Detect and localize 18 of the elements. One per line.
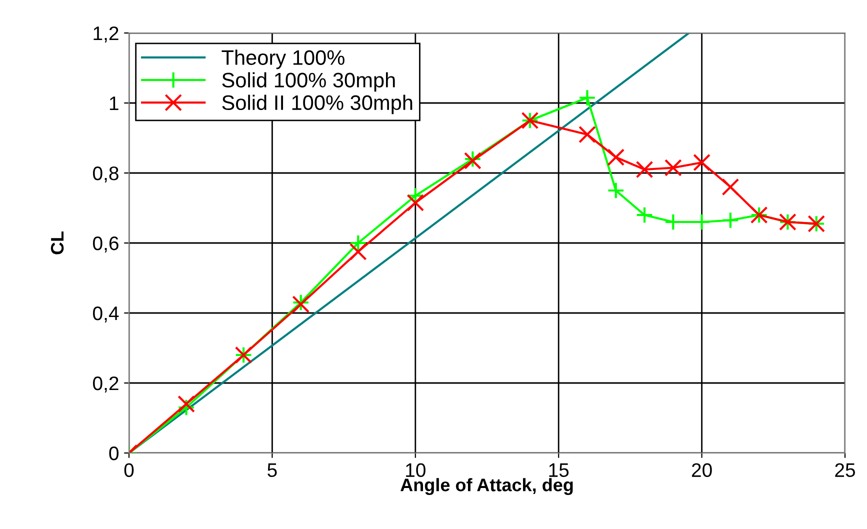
y-tick-label: 0,8: [93, 166, 118, 183]
x-tick-label: 25: [835, 463, 855, 478]
y-tick-label: 0,6: [93, 236, 118, 253]
y-axis-title: CL: [50, 232, 64, 254]
y-tick-label: 0,2: [93, 376, 118, 393]
x-tick-label: 15: [549, 463, 569, 478]
x-axis-title: Angle of Attack, deg: [400, 478, 573, 495]
x-tick-label: 0: [124, 463, 134, 478]
legend-label: Theory 100%: [222, 50, 344, 70]
y-tick-label: 0,4: [93, 306, 119, 323]
legend-label: Solid 100% 30mph: [222, 72, 395, 92]
y-tick-label: 1: [110, 96, 118, 110]
x-tick-label: 20: [692, 463, 712, 478]
y-tick-label: 1,2: [94, 26, 118, 43]
x-tick-label: 5: [268, 463, 277, 478]
y-tick-label: 0: [109, 446, 119, 460]
x-tick-label: 10: [406, 463, 426, 478]
legend-label: Solid II 100% 30mph: [222, 94, 412, 114]
